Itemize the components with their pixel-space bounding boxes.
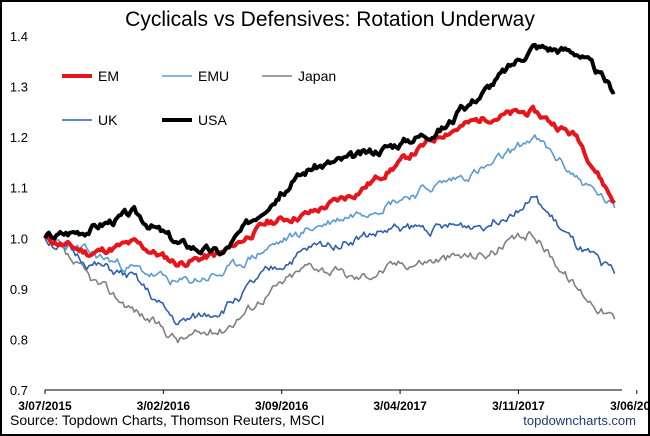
y-tick-label: 0.9 — [10, 282, 28, 297]
legend-label-usa: USA — [198, 112, 227, 128]
chart-title: Cyclicals vs Defensives: Rotation Underw… — [125, 8, 535, 31]
series-line-japan — [44, 230, 616, 344]
y-tick-label: 0.8 — [10, 332, 28, 347]
series-line-uk — [44, 195, 616, 326]
legend-label-uk: UK — [98, 112, 118, 128]
x-tick-label: 3/04/2017 — [373, 399, 427, 413]
x-tick-label: 3/07/2015 — [18, 399, 72, 413]
x-tick-label: 3/11/2017 — [492, 399, 545, 413]
legend-label-em: EM — [98, 68, 119, 84]
x-tick-label: 3/09/2016 — [255, 399, 309, 413]
legend: EM EMU Japan UK USA — [62, 68, 336, 128]
y-tick-label: 0.7 — [10, 383, 28, 398]
y-tick-label: 1.4 — [10, 29, 28, 44]
y-tick-label: 1.1 — [10, 181, 28, 196]
x-tick-label: 3/02/2016 — [137, 399, 191, 413]
legend-label-emu: EMU — [198, 68, 229, 84]
x-axis: 3/07/2015 3/02/2016 3/09/2016 3/04/2017 3/11… — [18, 390, 650, 413]
series-line-usa — [43, 42, 616, 257]
y-tick-label: 1.3 — [10, 80, 28, 95]
watermark: topdowncharts.com — [523, 413, 636, 428]
x-tick-label: 3/06/2018 — [610, 399, 650, 413]
legend-label-japan: Japan — [298, 68, 336, 84]
series-line-em — [43, 104, 616, 269]
y-tick-label: 1.2 — [10, 130, 28, 145]
source-note: Source: Topdown Charts, Thomson Reuters,… — [10, 412, 325, 428]
y-axis: 0.7 0.8 0.9 1.0 1.1 1.2 1.3 1.4 — [10, 29, 28, 398]
plot-area — [43, 42, 616, 344]
y-tick-label: 1.0 — [10, 231, 28, 246]
series-line-emu — [44, 134, 616, 286]
